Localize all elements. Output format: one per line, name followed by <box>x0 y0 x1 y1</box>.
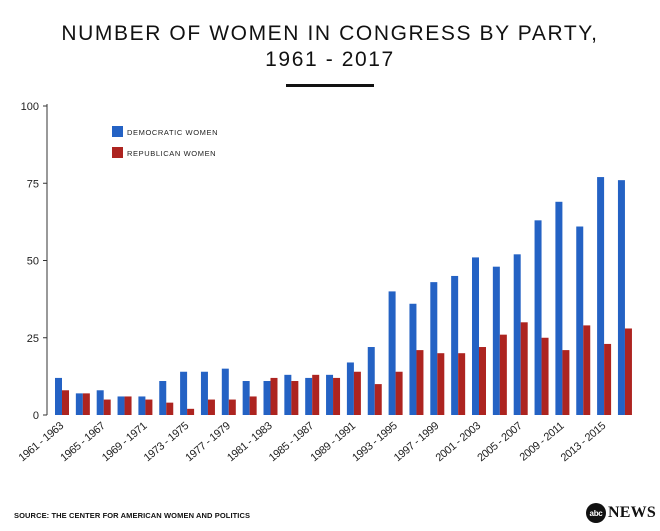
bar-democratic <box>492 266 500 415</box>
bar-republican <box>353 371 361 415</box>
bar-democratic <box>326 374 334 415</box>
bar-democratic <box>409 303 417 415</box>
bar-republican <box>416 350 424 415</box>
x-tick-label: 2005 - 2007 <box>475 420 525 464</box>
bar-republican <box>604 343 612 415</box>
legend-swatch-republican <box>112 147 123 158</box>
x-tick-label: 1997 - 1999 <box>392 420 442 464</box>
y-tick-label: 50 <box>27 256 39 268</box>
x-tick-label: 1989 - 1991 <box>308 420 358 464</box>
x-tick-label: 1961 - 1963 <box>17 420 67 464</box>
title-underline <box>286 84 374 87</box>
bar-republican <box>374 384 382 415</box>
bar-democratic <box>430 282 438 415</box>
bar-democratic <box>200 371 208 415</box>
bar-republican <box>499 334 507 415</box>
y-tick-label: 100 <box>21 101 39 113</box>
bar-democratic <box>597 177 605 415</box>
chart-title-line-1: NUMBER OF WOMEN IN CONGRESS BY PARTY, <box>61 22 599 45</box>
bar-democratic <box>451 275 459 415</box>
bar-republican <box>62 390 69 415</box>
x-tick-label: 1985 - 1987 <box>267 420 317 464</box>
bar-democratic <box>346 362 354 415</box>
news-logo-word: NEWS <box>608 504 656 521</box>
bar-republican <box>82 393 90 415</box>
bar-republican <box>291 381 299 415</box>
bar-democratic <box>576 226 584 415</box>
bar-democratic <box>180 371 188 415</box>
bar-republican <box>583 325 591 415</box>
y-tick-label: 75 <box>27 178 39 190</box>
bar-democratic <box>221 368 229 415</box>
bar-republican <box>312 374 320 415</box>
bar-republican <box>520 322 528 415</box>
bar-democratic <box>472 257 479 415</box>
chart-title-line-2: 1961 - 2017 <box>265 48 395 71</box>
x-tick-label: 2001 - 2003 <box>434 420 484 464</box>
x-tick-label: 2013 - 2015 <box>559 420 609 464</box>
bar-democratic <box>117 396 125 415</box>
bar-democratic <box>96 390 104 415</box>
abc-logo-mark: abc <box>586 503 606 523</box>
x-tick-label: 1981 - 1983 <box>225 420 275 464</box>
bar-democratic <box>305 377 313 415</box>
bar-republican <box>395 371 403 415</box>
bar-republican <box>333 377 341 415</box>
y-tick-label: 0 <box>33 410 39 422</box>
bar-republican <box>624 328 632 415</box>
bar-republican <box>479 347 486 415</box>
source-note: SOURCE: THE CENTER FOR AMERICAN WOMEN AN… <box>14 511 251 520</box>
bar-democratic <box>513 254 521 415</box>
bar-republican <box>187 408 195 415</box>
y-tick-label: 25 <box>27 333 39 345</box>
bar-republican <box>270 377 278 415</box>
bar-democratic <box>388 291 396 415</box>
bar-republican <box>458 353 466 415</box>
bar-democratic <box>534 220 542 415</box>
bar-democratic <box>75 393 83 415</box>
bar-democratic <box>242 381 250 415</box>
bar-democratic <box>284 374 292 415</box>
legend-swatch-democratic <box>112 126 123 137</box>
bar-democratic <box>55 377 62 415</box>
bar-democratic <box>367 347 375 415</box>
bar-republican <box>562 350 570 415</box>
bar-republican <box>228 399 236 415</box>
bar-republican <box>124 396 132 415</box>
bar-republican <box>207 399 215 415</box>
bar-democratic <box>159 381 167 415</box>
bar-democratic <box>555 201 563 415</box>
bar-republican <box>437 353 445 415</box>
x-tick-label: 1993 - 1995 <box>350 420 400 464</box>
legend-label-republican: REPUBLICAN WOMEN <box>127 149 216 158</box>
bar-republican <box>103 399 111 415</box>
bar-democratic <box>617 180 625 415</box>
bar-democratic <box>263 381 271 415</box>
x-tick-label: 1977 - 1979 <box>183 420 233 464</box>
bar-democratic <box>138 396 146 415</box>
abc-news-logo: abc NEWS <box>586 502 656 524</box>
bar-republican <box>249 396 257 415</box>
x-tick-label: 1965 - 1967 <box>58 420 108 464</box>
bar-republican <box>541 337 549 415</box>
legend-label-democratic: DEMOCRATIC WOMEN <box>127 128 218 137</box>
bar-republican <box>145 399 153 415</box>
x-tick-label: 1969 - 1971 <box>100 420 150 464</box>
bar-republican <box>166 402 174 415</box>
x-tick-label: 1973 - 1975 <box>142 420 192 464</box>
